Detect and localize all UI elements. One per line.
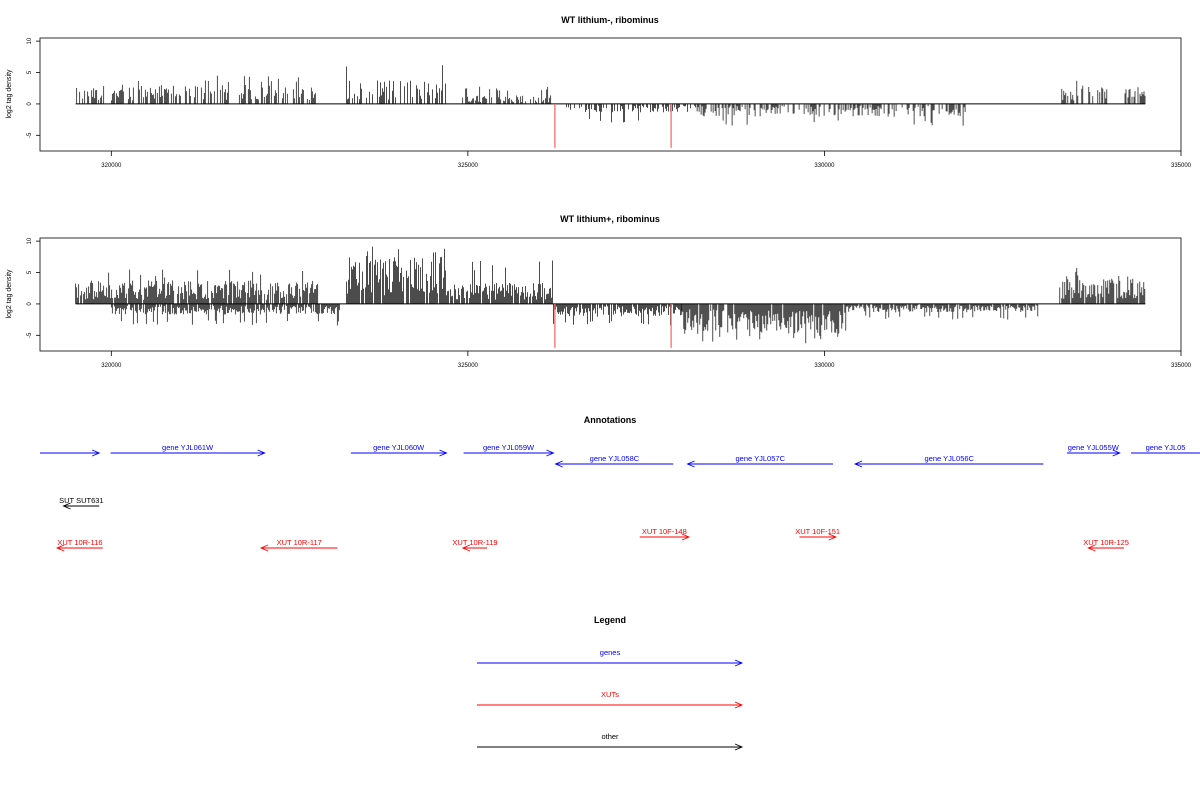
xut-feature: XUT 10R-116	[55, 538, 103, 552]
legend-panel: Legend genes XUTs other	[477, 615, 744, 751]
arrow-head	[439, 449, 448, 457]
legend-arrow-head	[734, 659, 744, 667]
y-tick-label: 5	[27, 70, 33, 74]
y-tick-label: 0	[27, 302, 33, 306]
feature-label: gene YJL061W	[162, 443, 214, 452]
panel-title: WT lithium-, ribominus	[561, 15, 659, 25]
legend-item: other	[477, 732, 744, 751]
arrow-head	[853, 460, 863, 468]
arrow-head	[554, 460, 563, 468]
xut-feature: XUT 10R-125	[1083, 538, 1129, 552]
annotation-features: gene YJL061W gene YJL060W gene YJL059W gene…	[40, 443, 1200, 552]
arrow-head	[461, 544, 471, 552]
y-tick-label: 0	[27, 102, 33, 106]
y-tick-label: 10	[27, 37, 33, 44]
x-axis: 320000 325000 330000 335000	[101, 151, 1192, 169]
x-tick-label: 335000	[1171, 363, 1192, 369]
feature-label: gene YJL055W	[1068, 443, 1120, 452]
x-tick-label: 325000	[458, 163, 479, 169]
y-tick-label: -5	[27, 132, 33, 138]
xut-feature: XUT 10F-148	[639, 527, 691, 541]
arrow-head	[828, 533, 837, 541]
xut-feature: XUT 10R-119	[452, 538, 498, 552]
xut-feature: XUT 10R-117	[259, 538, 338, 552]
x-tick-label: 330000	[814, 363, 835, 369]
gene-feature: gene YJL060W	[350, 443, 448, 457]
track-panel-lithium-plus: WT lithium+, ribominus log2 tag density …	[6, 214, 1192, 369]
other-feature: SUT SUT631	[59, 496, 104, 510]
arrow-head	[1112, 449, 1121, 457]
gene-feature	[40, 449, 101, 457]
arrow-head	[546, 449, 555, 457]
arrow-head	[257, 449, 266, 457]
plot-frame	[39, 237, 1182, 352]
legend-label: genes	[600, 648, 621, 657]
feature-label: XUT 10F-151	[795, 527, 840, 536]
feature-label: XUT 10R-119	[452, 538, 497, 547]
x-tick-label: 320000	[101, 363, 122, 369]
feature-label: gene YJL056C	[924, 454, 974, 463]
feature-label: XUT 10R-125	[1083, 538, 1129, 547]
y-tick-label: 5	[27, 270, 33, 274]
gene-feature: gene YJL05	[1131, 443, 1200, 454]
legend-title: Legend	[594, 615, 626, 625]
legend-label: XUTs	[601, 690, 619, 699]
feature-label: gene YJL059W	[483, 443, 535, 452]
red-marks	[554, 303, 672, 348]
track-panel-lithium-minus: WT lithium-, ribominus log2 tag density …	[6, 15, 1192, 169]
feature-label: XUT 10R-117	[277, 538, 322, 547]
y-axis: -5 0 5 10	[27, 237, 40, 338]
legend-item: XUTs	[477, 690, 744, 709]
feature-label: XUT 10F-148	[642, 527, 687, 536]
gene-feature: gene YJL061W	[110, 443, 266, 457]
legend-items: genes XUTs other	[477, 648, 744, 751]
x-axis: 320000 325000 330000 335000	[101, 351, 1192, 369]
annotations-title: Annotations	[584, 415, 637, 425]
x-tick-label: 320000	[101, 163, 122, 169]
x-tick-label: 330000	[814, 163, 835, 169]
plot-frame	[39, 37, 1182, 152]
gene-feature: gene YJL058C	[554, 454, 674, 468]
y-axis-label: log2 tag density	[6, 69, 13, 119]
arrow-head	[686, 460, 695, 468]
y-axis-label: log2 tag density	[6, 269, 13, 319]
arrow-head	[1087, 544, 1096, 552]
arrow-head	[259, 544, 269, 552]
y-tick-label: 10	[27, 237, 33, 244]
y-axis: -5 0 5 10	[27, 37, 40, 138]
arrow-head	[92, 449, 101, 457]
feature-label: XUT 10R-116	[57, 538, 102, 547]
feature-label: gene YJL060W	[373, 443, 425, 452]
y-tick-label: -5	[27, 332, 33, 338]
feature-label: gene YJL05	[1146, 443, 1186, 452]
legend-arrow-head	[734, 743, 744, 751]
legend-arrow-head	[734, 701, 744, 709]
legend-item: genes	[477, 648, 744, 667]
gene-feature: gene YJL057C	[686, 454, 833, 468]
arrow-head	[55, 544, 65, 552]
arrow-head	[62, 502, 71, 510]
gene-feature: gene YJL055W	[1066, 443, 1121, 457]
red-marks	[554, 103, 672, 148]
legend-label: other	[601, 732, 619, 741]
feature-label: gene YJL058C	[590, 454, 640, 463]
feature-label: gene YJL057C	[736, 454, 786, 463]
feature-label: SUT SUT631	[59, 496, 103, 505]
signal-bars	[75, 65, 1146, 126]
panel-title: WT lithium+, ribominus	[560, 214, 660, 224]
xut-feature: XUT 10F-151	[795, 527, 840, 541]
x-tick-label: 335000	[1171, 163, 1192, 169]
annotations-panel: Annotations gene YJL061W gene YJL060W gene…	[40, 415, 1200, 552]
x-tick-label: 325000	[458, 363, 479, 369]
arrow-head	[681, 533, 691, 541]
gene-feature: gene YJL059W	[463, 443, 555, 457]
gene-feature: gene YJL056C	[853, 454, 1044, 468]
signal-bars	[75, 246, 1146, 344]
